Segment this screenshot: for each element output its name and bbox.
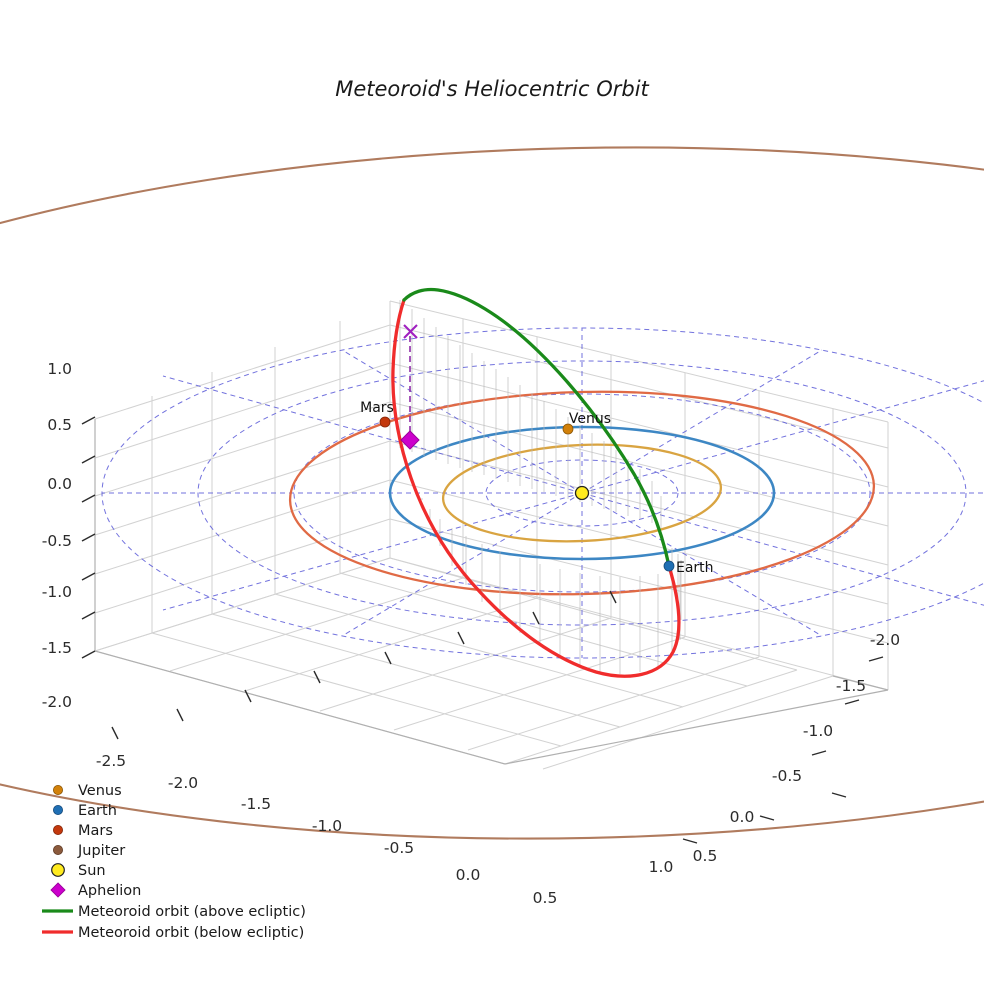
y-tick--0.5 bbox=[831, 792, 847, 798]
aphelion-projection-marker bbox=[403, 324, 418, 339]
jupiter-dot-icon bbox=[53, 845, 64, 856]
x-tick-label--2-0: -2.0 bbox=[168, 774, 198, 792]
z-tick--2.0 bbox=[81, 650, 96, 659]
y-tick-0.5-front bbox=[759, 815, 775, 821]
x-tick-label--0-5: -0.5 bbox=[384, 839, 414, 857]
polar-ring-0-5 bbox=[485, 459, 679, 527]
legend-item-earth[interactable]: Earth bbox=[53, 803, 117, 819]
z-tick-label--1-0: -1.0 bbox=[42, 583, 72, 601]
x-tick--1.0 bbox=[313, 670, 321, 684]
z-tick--1.5 bbox=[81, 611, 96, 620]
z-tick-0.5 bbox=[81, 455, 96, 464]
sun-marker bbox=[574, 485, 590, 501]
venus-marker bbox=[562, 423, 574, 435]
x-tick-label--1-5: -1.5 bbox=[241, 795, 271, 813]
x-tick-label-0-0: 0.0 bbox=[456, 866, 481, 884]
legend-label-aphelion: Aphelion bbox=[78, 883, 141, 899]
z-tick-1.0 bbox=[81, 416, 96, 425]
y-axis-spine-front bbox=[504, 689, 889, 765]
z-axis-group: 1.0 0.5 0.0 -0.5 -1.0 -1.5 -2.0 bbox=[42, 360, 96, 711]
venus-label: Venus bbox=[569, 411, 611, 427]
y-tick-label--0-5: -0.5 bbox=[772, 767, 802, 785]
earth-marker bbox=[663, 560, 675, 572]
earth-label: Earth bbox=[676, 560, 714, 576]
body-markers-group bbox=[379, 416, 675, 572]
y-tick-label-0-5: 0.5 bbox=[693, 847, 718, 865]
z-tick-label--2-0: -2.0 bbox=[42, 693, 72, 711]
mars-label: Mars bbox=[360, 400, 394, 416]
x-tick-0.5 bbox=[532, 611, 540, 625]
pane-grid-group bbox=[94, 300, 889, 770]
x-tick-1.0 bbox=[609, 590, 617, 604]
z-tick-label--0-5: -0.5 bbox=[42, 532, 72, 550]
polar-ring-2-0 bbox=[197, 360, 967, 626]
legend-item-meteoroid-above[interactable]: Meteoroid orbit (above ecliptic) bbox=[42, 904, 306, 920]
legend-label-mars: Mars bbox=[78, 823, 113, 839]
legend: Venus Earth Mars Jupiter Sun Aphelion bbox=[42, 783, 306, 941]
meteoroid-orbit-below-ecliptic bbox=[391, 298, 681, 678]
legend-item-jupiter[interactable]: Jupiter bbox=[53, 843, 125, 859]
legend-label-meteoroid-above: Meteoroid orbit (above ecliptic) bbox=[78, 904, 306, 920]
legend-item-venus[interactable]: Venus bbox=[53, 783, 122, 799]
legend-item-aphelion[interactable]: Aphelion bbox=[50, 882, 141, 899]
jupiter-orbit bbox=[0, 146, 984, 840]
legend-label-venus: Venus bbox=[78, 783, 122, 799]
x-tick-label--2-5: -2.5 bbox=[96, 752, 126, 770]
x-tick-label--1-0: -1.0 bbox=[312, 817, 342, 835]
venus-dot-icon bbox=[53, 785, 64, 796]
x-tick--2.5 bbox=[111, 726, 119, 740]
page-title: Meteoroid's Heliocentric Orbit bbox=[335, 77, 649, 101]
y-tick-0.0-front bbox=[682, 838, 698, 844]
legend-item-mars[interactable]: Mars bbox=[53, 823, 113, 839]
y-tick-label--2-0: -2.0 bbox=[870, 631, 900, 649]
x-tick--2.0 bbox=[176, 708, 184, 722]
legend-label-sun: Sun bbox=[78, 863, 106, 879]
x-tick--1.5 bbox=[244, 689, 252, 703]
mars-dot-icon bbox=[53, 825, 64, 836]
y-axis-group: 0.0 0.5 -0.5 -1.0 -1.5 -2.0 bbox=[682, 631, 900, 865]
legend-label-meteoroid-below: Meteoroid orbit (below ecliptic) bbox=[78, 925, 304, 941]
y-tick--1.0 bbox=[811, 750, 827, 756]
z-tick--0.5 bbox=[81, 533, 96, 542]
pane-back-wall bbox=[389, 300, 889, 691]
x-axis-group: -2.5 -2.0 -1.5 -1.0 -0.5 0.0 0.5 1.0 bbox=[96, 590, 674, 907]
x-tick--0.5 bbox=[384, 651, 392, 665]
legend-item-sun[interactable]: Sun bbox=[51, 863, 106, 879]
mars-orbit bbox=[288, 390, 876, 596]
meteoroid-orbit-above-ecliptic bbox=[402, 287, 671, 568]
y-tick--1.5 bbox=[844, 699, 860, 705]
x-tick-label-1-0: 1.0 bbox=[649, 858, 674, 876]
z-tick-label-0-5: 0.5 bbox=[47, 416, 72, 434]
earth-orbit bbox=[388, 425, 776, 561]
x-tick-0.0 bbox=[457, 631, 465, 645]
aphelion-marker bbox=[400, 430, 420, 450]
sun-dot-icon bbox=[51, 863, 65, 877]
y-tick--2.0 bbox=[868, 656, 884, 662]
z-tick-label-0-0: 0.0 bbox=[47, 475, 72, 493]
aphelion-diamond-icon bbox=[50, 882, 66, 898]
legend-item-meteoroid-below[interactable]: Meteoroid orbit (below ecliptic) bbox=[42, 925, 304, 941]
x-tick-label-0-5: 0.5 bbox=[533, 889, 558, 907]
y-tick-label--1-5: -1.5 bbox=[836, 677, 866, 695]
z-tick-label--1-5: -1.5 bbox=[42, 639, 72, 657]
z-tick--1.0 bbox=[81, 572, 96, 581]
y-tick-label--1-0: -1.0 bbox=[803, 722, 833, 740]
polar-spokes bbox=[102, 328, 984, 658]
mars-marker bbox=[379, 416, 391, 428]
y-tick-label-0-0: 0.0 bbox=[730, 808, 755, 826]
legend-label-jupiter: Jupiter bbox=[77, 843, 125, 859]
z-tick-label-1-0: 1.0 bbox=[47, 360, 72, 378]
z-tick-0.0 bbox=[81, 494, 96, 503]
legend-label-earth: Earth bbox=[78, 803, 117, 819]
earth-dot-icon bbox=[53, 805, 64, 816]
x-axis-spine bbox=[94, 650, 506, 765]
